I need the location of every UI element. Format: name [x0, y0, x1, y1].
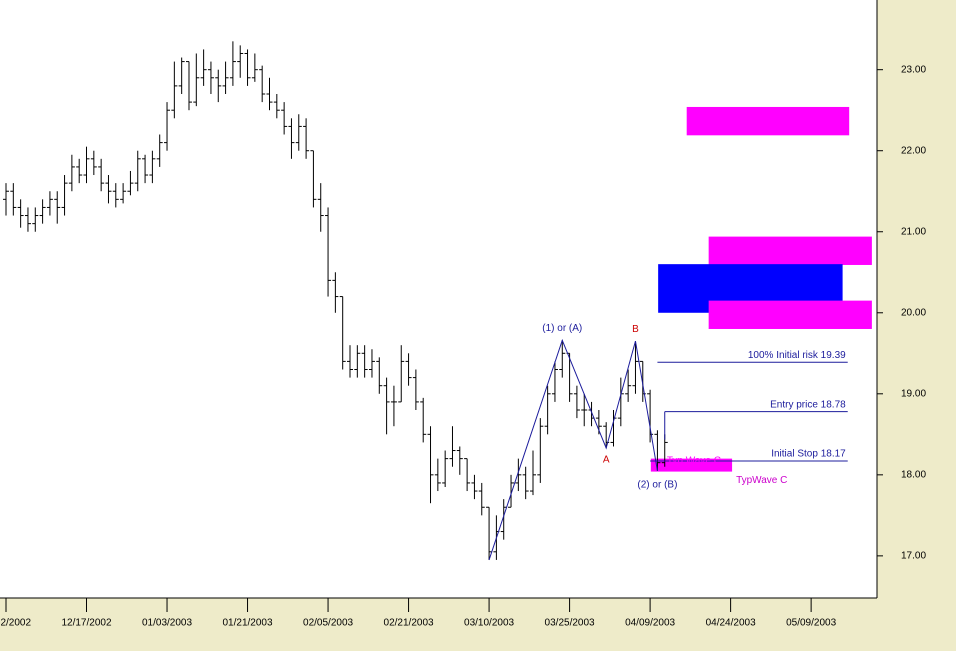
x-tick-label: 01/21/2003 — [223, 618, 273, 629]
wave-label: A — [603, 455, 610, 466]
level-label: 100% Initial risk 19.39 — [748, 350, 846, 361]
y-tick-label: 22.00 — [901, 145, 926, 156]
x-tick-label: 01/03/2003 — [142, 618, 192, 629]
x-tick-label: 12/17/2002 — [61, 618, 111, 629]
target-zone — [708, 236, 872, 265]
level-label: Entry price 18.78 — [770, 399, 846, 410]
x-tick-label: 02/21/2003 — [384, 618, 434, 629]
zone-label: Typ Wave C — [667, 455, 721, 466]
wave-label: (2) or (B) — [637, 479, 677, 490]
x-tick-label: 04/24/2003 — [706, 618, 756, 629]
y-tick-label: 17.00 — [901, 551, 926, 562]
y-tick-label: 23.00 — [901, 64, 926, 75]
y-tick-label: 21.00 — [901, 226, 926, 237]
x-tick-label: 12/02/2002 — [0, 618, 31, 629]
wave-label: B — [632, 324, 639, 335]
x-tick-label: 03/10/2003 — [464, 618, 514, 629]
x-tick-label: 04/09/2003 — [625, 618, 675, 629]
x-tick-label: 05/09/2003 — [786, 618, 836, 629]
x-tick-label: 02/05/2003 — [303, 618, 353, 629]
y-tick-label: 18.00 — [901, 469, 926, 480]
level-label: Initial Stop 18.17 — [771, 449, 846, 460]
wave-line — [488, 338, 658, 561]
target-zone — [708, 300, 872, 329]
target-zone — [686, 106, 850, 136]
x-tick-label: 03/25/2003 — [545, 618, 595, 629]
y-tick-label: 20.00 — [901, 307, 926, 318]
y-tick-label: 19.00 — [901, 388, 926, 399]
zone-label: TypWave C — [736, 475, 787, 486]
wave-label: (1) or (A) — [542, 323, 582, 334]
target-zone — [650, 458, 733, 472]
